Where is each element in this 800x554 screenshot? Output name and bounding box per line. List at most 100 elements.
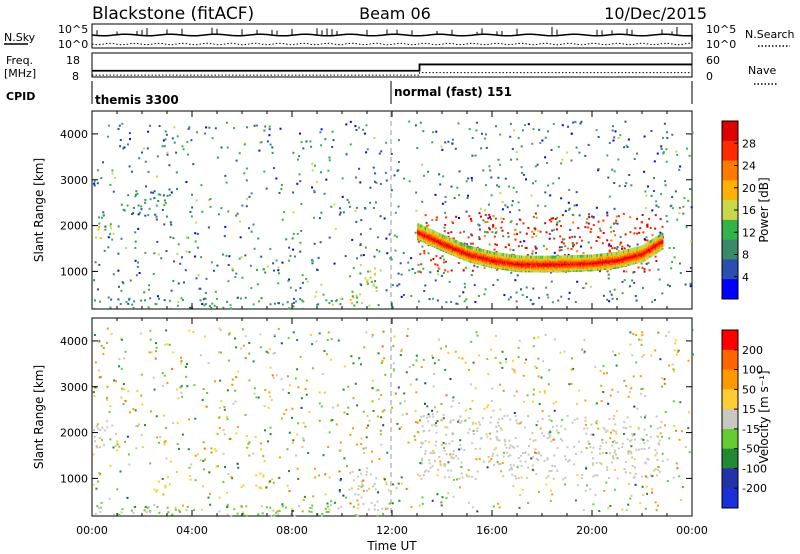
heatmap-cell <box>494 243 497 246</box>
heatmap-cell <box>313 191 316 194</box>
heatmap-cell <box>157 193 160 196</box>
heatmap-cell <box>188 126 191 129</box>
heatmap-cell <box>277 302 280 305</box>
heatmap-cell <box>196 232 199 235</box>
heatmap-cell <box>188 251 191 253</box>
heatmap-cell <box>553 228 556 231</box>
heatmap-cell <box>534 212 537 215</box>
heatmap-cell <box>678 212 681 215</box>
heatmap-cell <box>365 124 368 127</box>
heatmap-cell <box>578 236 581 239</box>
heatmap-cell <box>161 145 164 148</box>
heatmap-cell <box>117 285 120 288</box>
heatmap-cell <box>385 141 388 144</box>
heatmap-cell <box>572 243 574 246</box>
heatmap-cell <box>611 247 614 250</box>
heatmap-cell <box>416 147 419 150</box>
heatmap-cell <box>258 149 261 152</box>
heatmap-cell <box>360 254 363 257</box>
heatmap-cell <box>636 243 639 246</box>
heatmap-cell <box>539 142 542 144</box>
heatmap-cell <box>606 211 609 214</box>
heatmap-cell <box>647 262 650 264</box>
heatmap-cell <box>648 269 651 272</box>
heatmap-cell <box>204 291 207 294</box>
heatmap-cell <box>129 138 131 141</box>
heatmap-cell <box>662 152 665 155</box>
heatmap-cell <box>683 197 686 200</box>
heatmap-cell <box>483 267 486 270</box>
heatmap-cell <box>250 230 253 233</box>
heatmap-cell <box>672 247 675 249</box>
heatmap-cell <box>418 300 420 303</box>
heatmap-cell <box>466 197 469 199</box>
heatmap-cell <box>510 271 513 274</box>
heatmap-cell <box>165 215 168 218</box>
heatmap-cell <box>203 132 206 135</box>
heatmap-cell <box>292 248 295 251</box>
heatmap-cell <box>500 226 503 229</box>
heatmap-cell <box>467 177 470 180</box>
heatmap-cell <box>470 242 473 245</box>
heatmap-cell <box>361 302 364 304</box>
heatmap-cell <box>423 252 426 255</box>
heatmap-cell <box>96 182 99 185</box>
heatmap-cell <box>651 300 654 303</box>
heatmap-cell <box>575 204 578 207</box>
heatmap-cell <box>395 235 398 238</box>
heatmap-cell <box>421 245 424 248</box>
heatmap-cell <box>345 123 348 126</box>
heatmap-cell <box>292 305 295 308</box>
heatmap-cell <box>227 210 230 213</box>
heatmap-cell <box>134 259 137 262</box>
heatmap-cell <box>679 272 682 274</box>
heatmap-cell <box>556 216 559 219</box>
heatmap-cell <box>117 269 120 272</box>
heatmap-cell <box>633 281 636 284</box>
heatmap-cell <box>597 168 600 171</box>
heatmap-cell <box>567 297 570 300</box>
heatmap-cell <box>657 268 660 271</box>
heatmap-cell <box>369 276 372 279</box>
heatmap-cell <box>136 192 139 195</box>
heatmap-cell <box>185 250 188 253</box>
heatmap-cell <box>496 244 498 246</box>
heatmap-cell <box>323 192 326 195</box>
heatmap-cell <box>628 245 631 248</box>
heatmap-cell <box>194 232 197 235</box>
heatmap-cell <box>156 155 159 158</box>
heatmap-cell <box>377 304 380 307</box>
heatmap-cell <box>132 306 135 309</box>
heatmap-cell <box>397 139 400 142</box>
power-heatmap-cells <box>93 120 694 311</box>
heatmap-cell <box>592 216 595 218</box>
heatmap-cell <box>135 190 138 193</box>
heatmap-cell <box>291 237 294 240</box>
heatmap-cell <box>572 121 575 124</box>
heatmap-cell <box>496 278 499 281</box>
heatmap-cell <box>424 284 427 287</box>
heatmap-cell <box>447 140 450 143</box>
heatmap-cell <box>456 303 459 305</box>
heatmap-cell <box>359 293 361 296</box>
nave-trace <box>92 72 692 76</box>
heatmap-cell <box>452 222 454 224</box>
heatmap-cell <box>266 140 269 143</box>
heatmap-cell <box>653 177 655 180</box>
heatmap-cell <box>245 179 248 182</box>
heatmap-cell <box>617 215 620 218</box>
heatmap-cell <box>527 227 530 229</box>
heatmap-cell <box>521 294 524 297</box>
heatmap-cell <box>144 299 146 302</box>
heatmap-cell <box>525 178 527 181</box>
heatmap-cell <box>256 283 259 286</box>
heatmap-cell <box>292 232 295 235</box>
heatmap-cell <box>430 259 432 262</box>
heatmap-cell <box>464 266 467 269</box>
heatmap-cell <box>636 232 639 235</box>
heatmap-cell <box>483 235 486 238</box>
heatmap-cell <box>546 293 549 296</box>
heatmap-cell <box>546 162 549 164</box>
heatmap-cell <box>245 205 248 208</box>
